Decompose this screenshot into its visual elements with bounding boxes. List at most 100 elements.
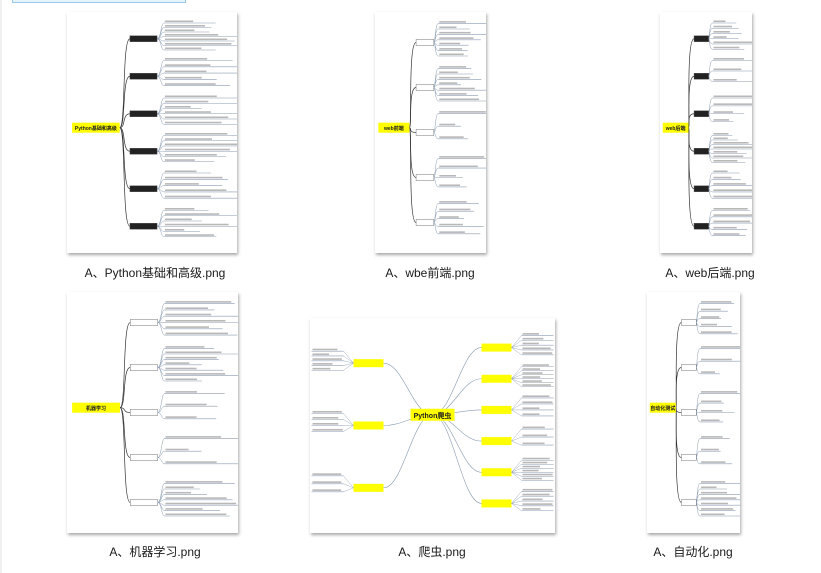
branch-line (432, 347, 482, 416)
root-node (410, 408, 455, 421)
leaf-line (511, 460, 522, 473)
thumbnail-image[interactable]: 自动化测试 (647, 292, 740, 533)
branch-line (383, 362, 433, 416)
branch-line (409, 127, 417, 133)
leaf-text (713, 36, 727, 38)
leaf-line (157, 140, 164, 152)
leaf-text (713, 183, 746, 185)
leaf-text (439, 76, 470, 79)
leaf-text (165, 307, 208, 309)
branch-line (675, 367, 682, 409)
leaf-text (701, 486, 717, 489)
leaf-text (701, 410, 723, 412)
leaf-text (164, 106, 191, 108)
leaf-text (713, 137, 728, 140)
root-node (72, 402, 121, 413)
leaf-text (165, 362, 190, 364)
leaf-line (157, 38, 165, 51)
branch-node (129, 148, 158, 155)
file-name[interactable]: A、爬虫.png (398, 545, 466, 559)
leaf-text (713, 142, 749, 144)
leaf-text (701, 308, 721, 311)
leaf-text (312, 367, 331, 370)
root-node-label: 机器学习 (85, 405, 106, 412)
leaf-line (511, 344, 522, 348)
leaf-text (522, 395, 550, 398)
leaf-text (164, 143, 237, 146)
leaf-line (157, 103, 164, 114)
leaf-text (165, 313, 212, 316)
leaf-text (439, 175, 457, 177)
file-name[interactable]: A、机器学习.png (109, 545, 201, 559)
leaf-text (713, 119, 730, 121)
leaf-text (164, 121, 222, 124)
leaf-line (343, 483, 354, 489)
file-name[interactable]: A、web后端.png (665, 266, 755, 280)
leaf-text (439, 66, 467, 68)
branch-node (130, 454, 158, 461)
leaf-text (522, 508, 541, 510)
leaf-text (713, 170, 728, 173)
leaf-text (312, 411, 342, 413)
leaf-text (165, 326, 210, 328)
leaf-text (522, 342, 539, 345)
leaf-text (312, 423, 339, 425)
leaf-text (439, 136, 464, 138)
leaf-text (713, 146, 752, 149)
leaf-text (713, 226, 737, 229)
branch-node (353, 421, 384, 430)
file-name[interactable]: A、自动化.png (653, 545, 733, 559)
file-name[interactable]: A、wbe前端.png (385, 266, 475, 280)
thumbnail-image[interactable]: Python基础和高级 (67, 12, 237, 253)
leaf-line (696, 322, 701, 335)
leaf-text (312, 353, 330, 356)
thumbnail-image[interactable]: Python爬虫 (310, 318, 555, 533)
leaf-text (701, 400, 722, 403)
branch-node (129, 110, 158, 117)
leaf-text (165, 391, 197, 393)
leaf-line (157, 450, 165, 458)
leaf-line (433, 79, 439, 88)
leaf-text (522, 333, 539, 335)
leaf-line (343, 475, 354, 488)
thumbnail-image[interactable]: 机器学习 (67, 292, 238, 533)
file-name[interactable]: A、Python基础和高级.png (84, 266, 226, 280)
leaf-text (522, 364, 550, 366)
leaf-text (522, 434, 548, 437)
leaf-text (165, 332, 229, 335)
selection-rectangle (12, 0, 186, 3)
leaf-text (165, 513, 227, 516)
leaf-text (164, 83, 216, 85)
leaf-text (164, 64, 211, 66)
branch-node (693, 148, 709, 155)
branch-node (693, 110, 709, 117)
leaf-text (165, 461, 217, 463)
thumbnail-image[interactable]: web后端 (660, 12, 752, 253)
leaf-text (165, 502, 237, 505)
leaf-text (701, 513, 725, 516)
leaf-text (165, 491, 191, 494)
leaf-text (164, 234, 215, 236)
leaf-text (701, 323, 717, 326)
leaf-line (511, 347, 522, 355)
leaf-text (165, 481, 223, 483)
branch-node (415, 219, 435, 226)
leaf-line (433, 222, 439, 235)
leaf-line (343, 419, 354, 426)
branch-node (415, 174, 435, 181)
leaf-text (164, 183, 199, 185)
leaf-text (164, 133, 228, 135)
branch-line (675, 407, 682, 503)
branch-node (481, 374, 512, 383)
branch-line (119, 407, 131, 413)
leaf-text (701, 346, 740, 348)
leaf-text (701, 419, 720, 422)
leaf-line (511, 378, 522, 387)
branch-node (129, 185, 158, 192)
leaf-text (164, 208, 195, 210)
thumbnail-image[interactable]: web前端 (375, 12, 486, 253)
leaf-line (511, 500, 522, 504)
leaf-line (708, 38, 713, 50)
leaf-text (439, 93, 467, 95)
leaf-text (701, 448, 719, 451)
